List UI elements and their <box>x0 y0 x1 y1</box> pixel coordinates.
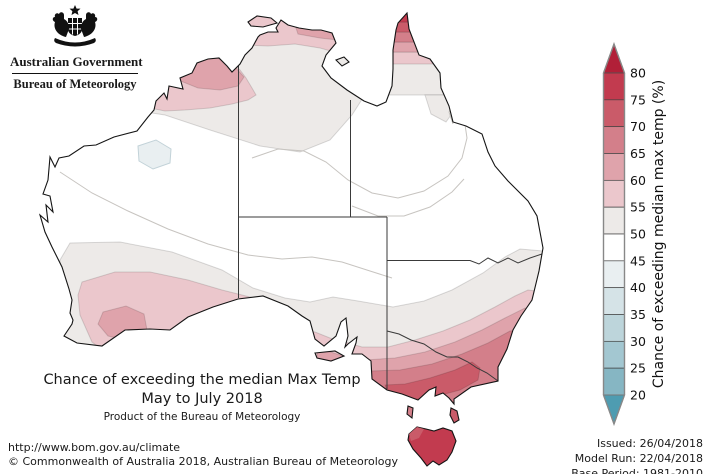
legend-tick: 45 <box>630 253 646 268</box>
tasmania <box>406 405 460 467</box>
legend-cell-40-45 <box>603 260 625 289</box>
legend-cell-60-65 <box>603 153 625 181</box>
government-title: Australian Government <box>10 54 143 69</box>
footer-right: Issued: 26/04/2018 Model Run: 22/04/2018… <box>571 438 703 474</box>
legend-tick: 75 <box>630 92 646 107</box>
legend-tick: 30 <box>630 334 646 349</box>
map-title-line1: Chance of exceeding the median Max Temp <box>43 372 361 388</box>
band-80-capeyork-tip <box>385 13 463 23</box>
legend-cell-50-55 <box>603 206 625 235</box>
footer-issued: Issued: 26/04/2018 <box>596 437 703 450</box>
king-island <box>406 405 414 420</box>
coat-of-arms-icon <box>52 5 98 47</box>
legend-tick: 25 <box>630 361 646 376</box>
legend-cell-75-80 <box>603 72 625 101</box>
legend: 80 75 70 65 60 55 50 45 40 35 30 25 20 C… <box>602 41 667 427</box>
legend-arrow-below-20 <box>602 394 626 426</box>
contour-lines <box>59 61 468 279</box>
tasmania-nw-band <box>409 427 424 441</box>
legend-cell-20-25 <box>603 367 625 396</box>
flinders-island <box>449 407 460 424</box>
legend-outline <box>602 41 626 427</box>
band-60-65-kimberley <box>165 49 245 91</box>
map-title-block: Chance of exceeding the median Max Temp … <box>28 372 376 423</box>
legend-tick: 20 <box>630 388 646 403</box>
footer-url: http://www.bom.gov.au/climate <box>8 441 181 454</box>
legend-tick: 35 <box>630 307 646 322</box>
legend-cell-45-50 <box>603 233 625 262</box>
legend-tick: 70 <box>630 119 646 134</box>
header-divider <box>12 73 138 74</box>
coastline <box>38 11 544 406</box>
legend-cell-65-70 <box>603 126 625 154</box>
footer-copyright: © Commonwealth of Australia 2018, Austra… <box>8 454 398 468</box>
legend-cell-30-35 <box>603 314 625 342</box>
legend-tick: 65 <box>630 146 646 161</box>
footer-model-run: Model Run: 22/04/2018 <box>574 452 703 465</box>
legend-cell-70-75 <box>603 99 625 128</box>
legend-tick: 40 <box>630 280 646 295</box>
legend-cell-55-60 <box>603 179 625 208</box>
legend-tick-labels: 80 75 70 65 60 55 50 45 40 35 30 25 20 <box>630 66 646 403</box>
footer-left: http://www.bom.gov.au/climate © Commonwe… <box>8 441 398 468</box>
legend-tick: 80 <box>630 66 646 81</box>
map-title-line2: May to July 2018 <box>141 391 263 407</box>
band-40-45-patch <box>137 139 172 170</box>
legend-tick: 60 <box>630 173 646 188</box>
legend-arrow-above-80 <box>602 42 626 74</box>
tasmania-body <box>407 426 457 467</box>
legend-cell-25-30 <box>603 340 625 369</box>
legend-tick: 55 <box>630 200 646 215</box>
legend-axis-label: Chance of exceeding median max temp (%) <box>651 80 667 388</box>
bureau-title: Bureau of Meteorology <box>13 77 137 91</box>
header: Australian Government Bureau of Meteorol… <box>10 4 143 92</box>
legend-cell-35-40 <box>603 287 625 315</box>
legend-cells <box>603 72 625 396</box>
map-title-line3: Product of the Bureau of Meteorology <box>103 411 301 423</box>
legend-tick: 50 <box>630 227 646 242</box>
state-borders <box>238 58 543 389</box>
footer-base-period: Base Period: 1981-2010 <box>571 467 703 474</box>
